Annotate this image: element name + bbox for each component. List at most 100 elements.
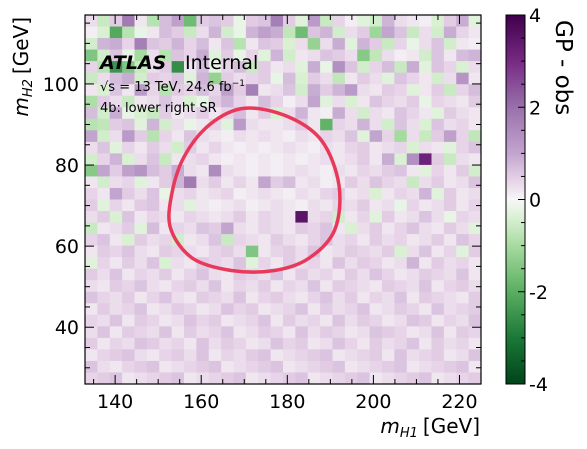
heatmap-cell <box>332 49 346 62</box>
heatmap-cell <box>171 107 185 120</box>
x-tick-label: 160 <box>183 391 219 413</box>
heatmap-cell <box>307 211 321 223</box>
heatmap-cell <box>332 118 346 131</box>
heatmap-cell <box>171 257 185 270</box>
heatmap-cell <box>332 107 346 120</box>
heatmap-cell <box>419 38 432 50</box>
heatmap-cell <box>406 164 420 177</box>
heatmap-cell <box>159 176 173 189</box>
heatmap-cell <box>394 257 408 270</box>
heatmap-cell <box>97 337 111 350</box>
heatmap-cell <box>208 199 222 212</box>
heatmap-cell <box>283 199 296 212</box>
heatmap-cell <box>443 360 457 373</box>
heatmap-cell <box>184 153 197 166</box>
heatmap-cell <box>85 303 98 316</box>
heatmap-cell <box>456 349 470 362</box>
heatmap-cell <box>468 107 482 120</box>
heatmap-cell <box>431 38 445 50</box>
heatmap-cell <box>307 372 321 385</box>
heatmap-cell <box>394 360 408 373</box>
heatmap-cell <box>307 303 321 316</box>
heatmap-cell <box>382 291 395 304</box>
heatmap-cell <box>270 164 284 177</box>
heatmap-cell <box>283 211 296 223</box>
heatmap-cell <box>369 199 383 212</box>
heatmap-cell <box>456 337 470 350</box>
heatmap-cell <box>221 26 234 39</box>
heatmap-cell <box>258 38 272 50</box>
heatmap-cell <box>295 280 309 293</box>
heatmap-cell <box>221 118 234 131</box>
heatmap-cell <box>369 15 383 27</box>
heatmap-cell <box>431 257 445 270</box>
heatmap-cell <box>184 303 197 316</box>
heatmap-cell <box>332 337 346 350</box>
heatmap-cell <box>468 337 482 350</box>
heatmap-cell <box>171 141 185 154</box>
heatmap-cell <box>146 187 160 200</box>
heatmap-cell <box>382 349 395 362</box>
heatmap-cell <box>295 245 309 258</box>
heatmap-cell <box>320 211 333 223</box>
y-axis-label-main: m <box>9 97 33 116</box>
heatmap-cell <box>344 257 358 270</box>
heatmap-cell <box>146 199 160 212</box>
y-tick-label: 100 <box>43 74 79 96</box>
heatmap-cell <box>443 234 457 247</box>
heatmap-cell <box>122 72 135 85</box>
heatmap-cell <box>171 187 185 200</box>
heatmap-cell <box>468 15 482 27</box>
heatmap-cell <box>146 291 160 304</box>
heatmap-cell <box>419 222 432 235</box>
heatmap-cell <box>456 95 470 108</box>
heatmap-cell <box>443 268 457 281</box>
heatmap-cell <box>320 26 333 39</box>
heatmap-cell <box>122 211 135 223</box>
heatmap-cell <box>431 245 445 258</box>
heatmap-cell <box>369 130 383 143</box>
heatmap-cell <box>184 211 197 223</box>
heatmap-cell <box>382 187 395 200</box>
heatmap-cell <box>431 118 445 131</box>
heatmap-cell <box>320 38 333 50</box>
heatmap-cell <box>122 222 135 235</box>
heatmap-cell <box>122 314 135 327</box>
heatmap-cell <box>245 245 259 258</box>
heatmap-cell <box>184 118 197 131</box>
heatmap-cell <box>258 234 272 247</box>
heatmap-cell <box>283 118 296 131</box>
heatmap-cell <box>456 314 470 327</box>
heatmap-cell <box>307 176 321 189</box>
heatmap-cell <box>443 38 457 50</box>
heatmap-cell <box>221 84 234 97</box>
heatmap-cell <box>332 38 346 50</box>
heatmap-cell <box>196 15 210 27</box>
heatmap-cell <box>196 49 210 62</box>
heatmap-cell <box>320 49 333 62</box>
heatmap-cell <box>122 176 135 189</box>
heatmap-cell <box>245 257 259 270</box>
heatmap-cell <box>443 26 457 39</box>
heatmap-cell <box>221 268 234 281</box>
heatmap-cell <box>357 349 371 362</box>
heatmap-cell <box>369 211 383 223</box>
heatmap-cell <box>344 360 358 373</box>
heatmap-cell <box>196 291 210 304</box>
heatmap-cell <box>344 303 358 316</box>
heatmap-cell <box>245 291 259 304</box>
heatmap-cell <box>270 245 284 258</box>
heatmap-cell <box>221 130 234 143</box>
heatmap-cell <box>146 84 160 97</box>
heatmap-cell <box>109 211 123 223</box>
heatmap-cell <box>97 199 111 212</box>
heatmap-cell <box>85 245 98 258</box>
heatmap-cell <box>382 337 395 350</box>
heatmap-cell <box>171 268 185 281</box>
heatmap-cell <box>344 245 358 258</box>
heatmap-cell <box>406 176 420 189</box>
heatmap-cell <box>320 176 333 189</box>
heatmap-cell <box>431 303 445 316</box>
heatmap-cell <box>307 49 321 62</box>
heatmap-cell <box>196 153 210 166</box>
